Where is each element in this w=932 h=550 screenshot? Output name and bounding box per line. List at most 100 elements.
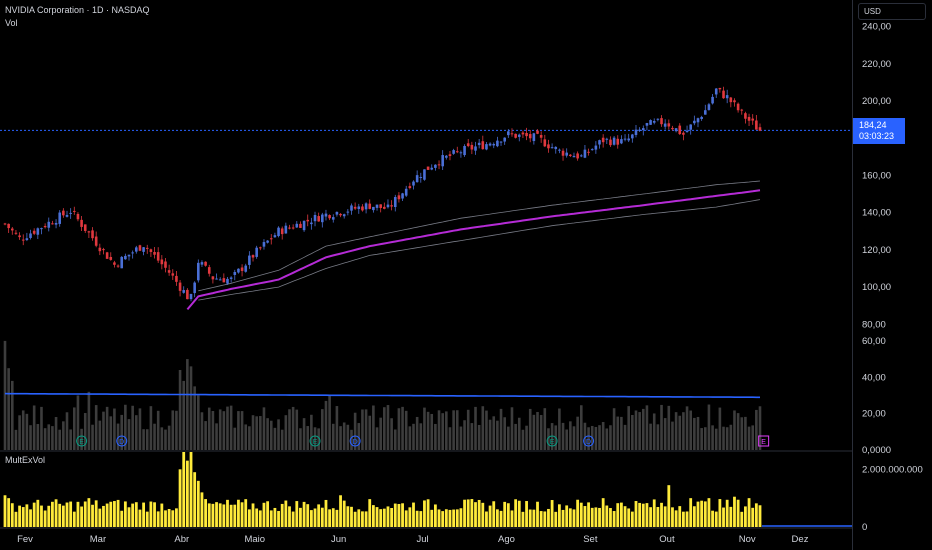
candle-body	[368, 203, 372, 209]
indicator-bar	[51, 501, 54, 527]
candle-body	[671, 127, 674, 130]
candle-body	[415, 175, 419, 183]
candle-body	[266, 240, 269, 243]
indicator-bar	[645, 503, 649, 527]
indicator-bar	[674, 510, 678, 527]
candle-body	[445, 155, 448, 158]
time-tick-label: Out	[659, 534, 675, 545]
indicator-bar	[266, 501, 270, 527]
indicator-bar	[426, 499, 430, 527]
volume-bar	[397, 408, 401, 450]
volume-bar	[255, 416, 258, 450]
indicator-bar	[652, 499, 656, 527]
volume-bar	[499, 408, 503, 450]
indicator-bar	[751, 507, 755, 527]
time-tick-label: Mar	[90, 534, 106, 545]
candle-body	[587, 151, 590, 153]
volume-bar	[175, 410, 178, 450]
candle-body	[302, 220, 306, 231]
indicator-bar	[689, 498, 693, 527]
indicator-bar	[29, 509, 32, 527]
candle-body	[18, 235, 21, 238]
volume-bar	[331, 423, 335, 450]
indicator-bar	[240, 502, 244, 527]
candle-body	[678, 125, 682, 135]
earnings-marker	[76, 435, 88, 447]
indicator-bar	[353, 511, 357, 527]
candle-body	[178, 282, 182, 291]
candle-body	[390, 205, 393, 207]
currency-selector[interactable]: USD	[858, 3, 926, 20]
indicator-bar	[18, 505, 21, 527]
candle-body	[481, 141, 485, 150]
indicator-bar	[579, 502, 583, 527]
volume-bar	[437, 410, 441, 450]
candle-body	[105, 252, 109, 259]
indicator-bar	[309, 510, 313, 527]
candle-body	[404, 188, 408, 196]
indicator-bar	[444, 509, 448, 527]
indicator-bar	[412, 502, 415, 527]
indicator-bar	[361, 511, 364, 527]
volume-bar	[102, 411, 105, 450]
volume-bar	[616, 416, 620, 450]
candle-body	[299, 223, 302, 228]
indicator-bar	[623, 506, 627, 527]
indicator-bar	[295, 501, 299, 527]
volume-bar	[113, 408, 116, 450]
indicator-bar	[671, 507, 674, 527]
volume-bar	[663, 418, 667, 450]
candle-body	[160, 259, 164, 265]
indicator-bar	[736, 499, 740, 527]
candle-body	[693, 120, 696, 124]
indicator-bar	[557, 504, 561, 527]
indicator-bar	[634, 501, 638, 527]
ma-lower-band	[198, 199, 761, 301]
volume-bar	[233, 427, 237, 450]
candle-body	[649, 120, 652, 125]
candle-body	[543, 139, 547, 147]
indicator-bar	[474, 502, 477, 527]
indicator-bar	[175, 508, 178, 527]
volume-bar	[21, 410, 25, 450]
indicator-bar	[481, 502, 485, 527]
candle-body	[430, 167, 434, 170]
time-tick-label: Dez	[792, 534, 809, 545]
price-tick-label: 100,00	[862, 282, 891, 293]
volume-bar	[295, 409, 299, 450]
candle-body	[277, 227, 280, 237]
indicator-bar	[506, 503, 510, 527]
indicator-bar	[740, 511, 744, 527]
indicator-bar	[80, 506, 83, 527]
candle-body	[10, 228, 14, 231]
indicator-bar	[441, 511, 445, 527]
candle-body	[65, 214, 69, 217]
candle-body	[72, 210, 76, 212]
indicator-bar	[123, 501, 127, 527]
volume-bar	[477, 424, 481, 450]
indicator-bar	[131, 503, 135, 527]
candle-body	[714, 88, 718, 95]
candle-body	[291, 227, 295, 229]
candle-body	[682, 132, 685, 135]
candle-body	[620, 139, 623, 144]
indicator-bar	[758, 505, 762, 527]
volume-bar	[507, 426, 510, 450]
indicator-bar	[433, 504, 437, 527]
volume-bar	[47, 424, 51, 450]
candle-body	[295, 223, 299, 228]
candle-body	[707, 104, 711, 110]
volume-bar	[251, 415, 255, 450]
indicator-bar	[113, 501, 116, 527]
candle-body	[532, 133, 536, 142]
volume-bar	[149, 406, 153, 450]
volume-bar	[266, 418, 269, 450]
indicator-bar	[335, 509, 339, 527]
indicator-bar	[536, 501, 539, 527]
volume-bar	[204, 421, 207, 450]
volume-bar	[627, 406, 630, 450]
volume-bar	[587, 427, 590, 450]
volume-bar	[58, 429, 62, 450]
volume-bar	[401, 406, 404, 450]
